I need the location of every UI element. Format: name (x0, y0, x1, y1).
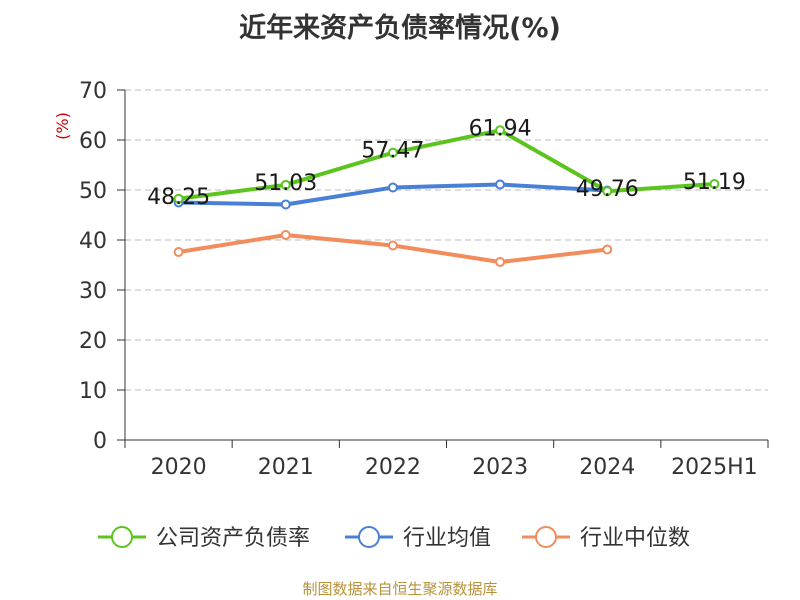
data-point (495, 125, 506, 136)
data-point (280, 230, 291, 240)
data-point (387, 147, 398, 158)
y-tick-label: 70 (79, 79, 107, 104)
x-tick-label: 2024 (579, 455, 635, 480)
y-tick-label: 50 (79, 179, 107, 204)
data-label: 49.76 (576, 177, 639, 202)
legend-label: 行业均值 (403, 526, 491, 551)
data-point (495, 179, 506, 190)
legend-marker (111, 526, 133, 548)
data-label: 57.47 (361, 139, 424, 164)
data-point (387, 182, 398, 193)
data-point (602, 186, 613, 197)
x-tick-label: 2025H1 (671, 455, 758, 480)
data-label: 51.03 (254, 171, 317, 196)
data-label: 61.94 (469, 116, 532, 141)
data-point (173, 247, 184, 257)
y-tick-label: 10 (79, 379, 107, 404)
data-point (387, 240, 398, 251)
x-tick-label: 2022 (365, 455, 421, 480)
legend-label: 公司资产负债率 (156, 526, 310, 551)
legend-marker (358, 526, 380, 548)
data-point (602, 244, 613, 255)
y-tick-label: 0 (93, 429, 107, 454)
y-tick-label: 20 (79, 329, 107, 354)
data-point (280, 199, 291, 210)
legend-label: 行业中位数 (580, 526, 690, 551)
data-point (709, 179, 720, 190)
source-note: 制图数据来自恒生聚源数据库 (302, 580, 498, 598)
y-axis-label: (%) (53, 112, 72, 140)
legend-marker (535, 526, 557, 548)
series-line (176, 128, 717, 201)
data-label: 48.25 (147, 185, 210, 210)
y-tick-label: 40 (79, 229, 107, 254)
x-tick-label: 2021 (258, 455, 314, 480)
y-tick-label: 60 (79, 129, 107, 154)
data-point (173, 193, 184, 204)
x-tick-label: 2020 (151, 455, 207, 480)
y-tick-label: 30 (79, 279, 107, 304)
data-point (495, 257, 506, 267)
data-label: 51.19 (683, 170, 746, 195)
data-point (280, 179, 291, 190)
x-tick-label: 2023 (472, 455, 528, 480)
chart-title: 近年来资产负债率情况(%) (239, 13, 561, 44)
